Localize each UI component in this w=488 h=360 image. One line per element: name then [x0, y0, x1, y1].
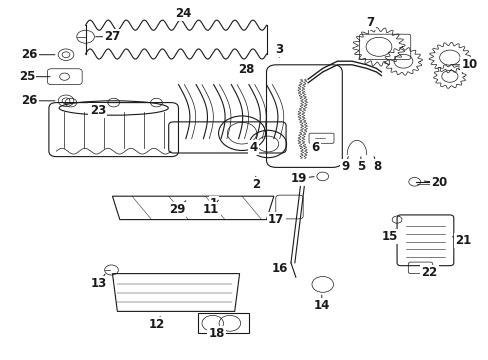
Text: 29: 29 — [168, 203, 185, 216]
Text: 9: 9 — [341, 160, 348, 173]
Text: 21: 21 — [454, 234, 471, 247]
Text: 16: 16 — [271, 262, 287, 275]
Text: 1: 1 — [210, 197, 218, 210]
Text: 26: 26 — [21, 48, 38, 61]
Text: 5: 5 — [356, 160, 364, 173]
Text: 20: 20 — [430, 176, 447, 189]
Text: 25: 25 — [19, 70, 35, 83]
Text: 18: 18 — [208, 327, 224, 340]
Text: 28: 28 — [237, 63, 254, 76]
Text: 17: 17 — [267, 213, 284, 226]
Text: 11: 11 — [203, 203, 219, 216]
Text: 26: 26 — [21, 94, 38, 107]
Text: 8: 8 — [373, 160, 381, 173]
Text: 14: 14 — [313, 299, 329, 312]
Text: 6: 6 — [311, 141, 319, 154]
Text: 7: 7 — [366, 16, 374, 29]
Text: 23: 23 — [89, 104, 106, 117]
Text: 3: 3 — [275, 43, 283, 56]
Text: 4: 4 — [249, 141, 257, 154]
Text: 22: 22 — [420, 266, 437, 279]
Text: 19: 19 — [290, 172, 307, 185]
Text: 24: 24 — [175, 7, 191, 20]
Text: 15: 15 — [381, 230, 398, 243]
Text: 2: 2 — [251, 178, 259, 191]
Text: 27: 27 — [104, 30, 121, 43]
Text: 12: 12 — [148, 318, 164, 331]
Text: 13: 13 — [90, 277, 107, 290]
Text: 10: 10 — [460, 58, 477, 71]
